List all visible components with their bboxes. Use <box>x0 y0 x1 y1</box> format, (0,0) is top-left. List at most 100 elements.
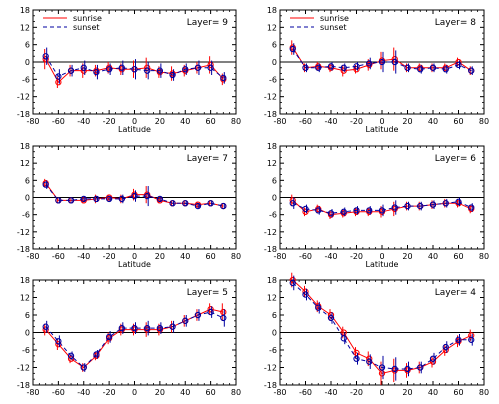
data-point <box>220 74 227 82</box>
x-tick-label: -80 <box>26 117 39 126</box>
data-point <box>455 198 462 205</box>
y-tick-label: 12 <box>267 23 277 32</box>
data-point <box>93 195 100 203</box>
x-tick-label: 0 <box>132 388 137 397</box>
y-tick-label: 12 <box>267 159 277 168</box>
x-tick-label: -40 <box>77 117 90 126</box>
y-tick-label: 6 <box>272 41 277 50</box>
data-point <box>340 335 347 342</box>
data-point <box>80 64 87 71</box>
legend-label-sunrise: sunrise <box>320 14 349 23</box>
y-tick-label: 12 <box>20 294 30 303</box>
y-tick-label: 0 <box>25 194 30 203</box>
series-line-sunset <box>292 201 472 214</box>
data-point <box>353 63 360 70</box>
x-tick-label: 20 <box>155 252 165 261</box>
data-point <box>429 64 437 71</box>
x-tick-label: 80 <box>479 388 489 397</box>
data-point <box>55 79 62 86</box>
y-tick-label: -12 <box>17 228 30 237</box>
series-line-sunset <box>292 48 472 72</box>
x-tick-label: -60 <box>52 388 65 397</box>
x-tick-label: -20 <box>103 388 116 397</box>
data-point <box>93 351 100 358</box>
x-tick-label: 40 <box>428 388 438 397</box>
series-line-sunrise <box>292 47 472 72</box>
data-point <box>340 64 347 71</box>
data-point <box>455 61 462 69</box>
data-point <box>302 64 309 71</box>
data-point <box>378 58 386 66</box>
x-tick-label: -20 <box>103 252 116 261</box>
x-axis-label: Latitude <box>366 260 399 269</box>
y-tick-label: 6 <box>272 176 277 185</box>
data-point <box>131 66 138 73</box>
data-point <box>404 64 411 71</box>
data-point <box>118 324 125 332</box>
y-tick-label: 0 <box>272 194 277 203</box>
x-tick-label: -40 <box>324 388 337 397</box>
data-point <box>327 63 335 70</box>
x-tick-label: 40 <box>180 388 190 397</box>
data-point <box>220 308 227 316</box>
x-tick-label: -80 <box>273 117 286 126</box>
x-tick-label: 20 <box>155 117 165 126</box>
x-tick-label: 80 <box>231 388 241 397</box>
x-tick-label: 20 <box>402 117 412 126</box>
x-tick-label: -20 <box>103 117 116 126</box>
y-tick-label: -18 <box>17 245 30 254</box>
data-point <box>67 197 75 204</box>
x-tick-label: 80 <box>231 117 241 126</box>
data-point <box>194 311 202 319</box>
layer-label: Layer= 9 <box>187 18 228 28</box>
data-point <box>289 276 296 284</box>
data-point <box>378 370 386 377</box>
x-tick-label: 0 <box>132 117 137 126</box>
data-point <box>289 279 296 287</box>
data-point <box>207 64 214 71</box>
data-point <box>207 61 214 69</box>
layer-label: Layer= 6 <box>435 154 476 164</box>
series-sunset <box>289 197 475 218</box>
data-point <box>391 58 398 66</box>
data-point <box>169 71 176 79</box>
x-tick-label: 20 <box>155 388 165 397</box>
legend-label-sunrise: sunrise <box>73 14 102 23</box>
data-point <box>417 202 424 210</box>
x-tick-label: -80 <box>26 252 39 261</box>
data-point <box>468 336 475 343</box>
y-tick-label: -12 <box>17 93 30 102</box>
data-point <box>144 324 151 332</box>
series-line-sunset <box>45 55 224 79</box>
x-tick-label: 0 <box>379 388 384 397</box>
x-tick-label: 60 <box>206 388 216 397</box>
y-tick-label: 6 <box>25 41 30 50</box>
data-point <box>378 207 386 214</box>
layer-label: Layer= 8 <box>435 18 476 28</box>
panel-layer-9: -80 -60 -40 -20 0 20 40 60 80-18-12-6061218Latit… <box>17 6 241 134</box>
data-point <box>131 192 138 200</box>
x-tick-label: -60 <box>52 252 65 261</box>
data-point <box>55 338 62 345</box>
data-point <box>315 304 322 311</box>
y-tick-label: 0 <box>25 58 30 67</box>
y-tick-label: 18 <box>267 6 277 15</box>
y-tick-label: -6 <box>269 346 277 355</box>
x-tick-label: 80 <box>231 252 241 261</box>
x-tick-label: 60 <box>453 252 463 261</box>
data-point <box>144 67 151 74</box>
series-sunset <box>42 47 227 84</box>
data-point <box>42 181 49 188</box>
legend-label-sunset: sunset <box>73 23 100 32</box>
data-point <box>429 201 437 208</box>
data-point <box>156 324 164 332</box>
data-point <box>67 352 75 359</box>
panel-layer-5: -80 -60 -40 -20 0 20 40 60 80-18-12-6061218Layer… <box>17 276 241 397</box>
y-tick-label: 18 <box>20 276 30 285</box>
data-point <box>207 200 214 207</box>
x-tick-label: 40 <box>180 117 190 126</box>
x-tick-label: -40 <box>324 117 337 126</box>
series-line-sunset <box>45 311 224 369</box>
